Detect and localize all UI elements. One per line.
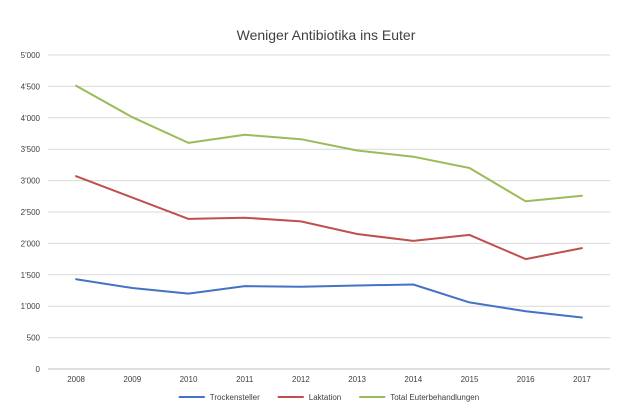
chart-title: Weniger Antibiotika ins Euter [237, 27, 416, 43]
x-tick-label: 2016 [517, 375, 535, 384]
legend-item: Total Euterbehandlungen [359, 393, 479, 402]
series-lines [75, 84, 583, 319]
x-tick-label: 2014 [404, 375, 422, 384]
legend-item: Laktation [277, 393, 341, 402]
y-tick-label: 4'500 [21, 82, 41, 91]
axes: 0 500 1'000 1'500 2'000 2'500 3'000 3'500 4'000 4… [21, 51, 610, 384]
legend-label: Trockensteller [210, 393, 260, 402]
x-tick-label: 2012 [292, 375, 310, 384]
x-tick-label: 2008 [67, 375, 85, 384]
series-line-laktation [75, 175, 583, 261]
y-tick-label: 3'500 [21, 145, 41, 154]
x-tick-label: 2009 [123, 375, 141, 384]
y-tick-label: 3'000 [21, 177, 41, 186]
x-tick-label: 2013 [348, 375, 366, 384]
y-tick-label: 5'000 [21, 51, 41, 60]
legend: Trockensteller Laktation Total Euterbehand… [178, 393, 479, 402]
y-tick-label: 0 [36, 365, 41, 374]
y-tick-label: 500 [27, 334, 41, 343]
y-tick-label: 2'500 [21, 208, 41, 217]
x-tick-label: 2017 [573, 375, 591, 384]
y-tick-label: 2'000 [21, 239, 41, 248]
series-line-trockensteller [75, 278, 583, 319]
y-tick-label: 1'000 [21, 302, 41, 311]
gridlines [48, 54, 610, 339]
x-tick-label: 2011 [236, 375, 254, 384]
x-tick-label: 2010 [180, 375, 198, 384]
series-line-total-euterbehandlungen [75, 84, 583, 203]
y-tick-label: 1'500 [21, 271, 41, 280]
x-tick-label: 2015 [461, 375, 479, 384]
legend-item: Trockensteller [178, 393, 260, 402]
legend-label: Laktation [309, 393, 341, 402]
legend-label: Total Euterbehandlungen [390, 393, 479, 402]
y-tick-label: 4'000 [21, 114, 41, 123]
